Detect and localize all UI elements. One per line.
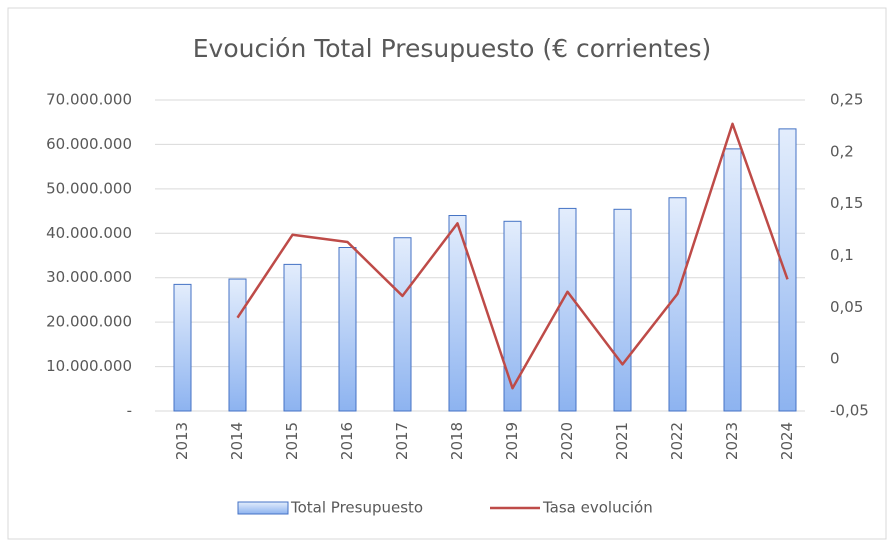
- y-tick-label: -: [127, 402, 132, 420]
- bar: [283, 263, 302, 412]
- x-tick-label: 2013: [173, 422, 191, 460]
- y-tick-label: 60.000.000: [46, 135, 132, 153]
- x-tick-label: 2014: [228, 422, 246, 460]
- line: [236, 122, 789, 390]
- x-tick-label: 2015: [283, 422, 301, 460]
- y2-tick-label: 0,25: [830, 91, 863, 109]
- chart-frame: [7, 7, 887, 540]
- y2-tick-label: 0,15: [830, 194, 863, 212]
- bar: [668, 197, 687, 412]
- x-tick-label: 2020: [558, 422, 576, 460]
- y2-tick-label: 0,05: [830, 298, 863, 316]
- bar: [338, 247, 357, 412]
- x-tick-label: 2022: [668, 422, 686, 460]
- bar: [448, 215, 467, 412]
- x-tick-label: 2023: [723, 422, 741, 460]
- bar: [723, 148, 742, 412]
- bar: [228, 278, 247, 412]
- y-tick-label: 50.000.000: [46, 179, 132, 197]
- bar: [173, 283, 192, 412]
- x-tick-label: 2019: [503, 422, 521, 460]
- x-tick-label: 2018: [448, 422, 466, 460]
- legend-swatch: [237, 501, 289, 515]
- x-tick-label: 2017: [393, 422, 411, 460]
- y-tick-label: 70.000.000: [46, 91, 132, 109]
- y2-tick-label: 0: [830, 350, 840, 368]
- x-tick-label: 2016: [338, 422, 356, 460]
- x-tick-label: 2024: [778, 422, 796, 460]
- y-tick-label: 40.000.000: [46, 224, 132, 242]
- bar: [613, 208, 632, 412]
- bar: [558, 207, 577, 412]
- bar: [503, 220, 522, 412]
- x-tick-label: 2021: [613, 422, 631, 460]
- y-tick-label: 10.000.000: [46, 357, 132, 375]
- legend-label: Total Presupuesto: [290, 499, 423, 517]
- bar: [393, 237, 412, 412]
- y2-tick-label: 0,2: [830, 142, 854, 160]
- chart-title: Evoución Total Presupuesto (€ corrientes…: [193, 34, 712, 63]
- y-tick-label: 30.000.000: [46, 268, 132, 286]
- legend-label: Tasa evolución: [542, 499, 653, 517]
- y2-tick-label: 0,1: [830, 246, 854, 264]
- y-tick-label: 20.000.000: [46, 313, 132, 331]
- y2-tick-label: -0,05: [830, 402, 869, 420]
- bar: [778, 128, 797, 412]
